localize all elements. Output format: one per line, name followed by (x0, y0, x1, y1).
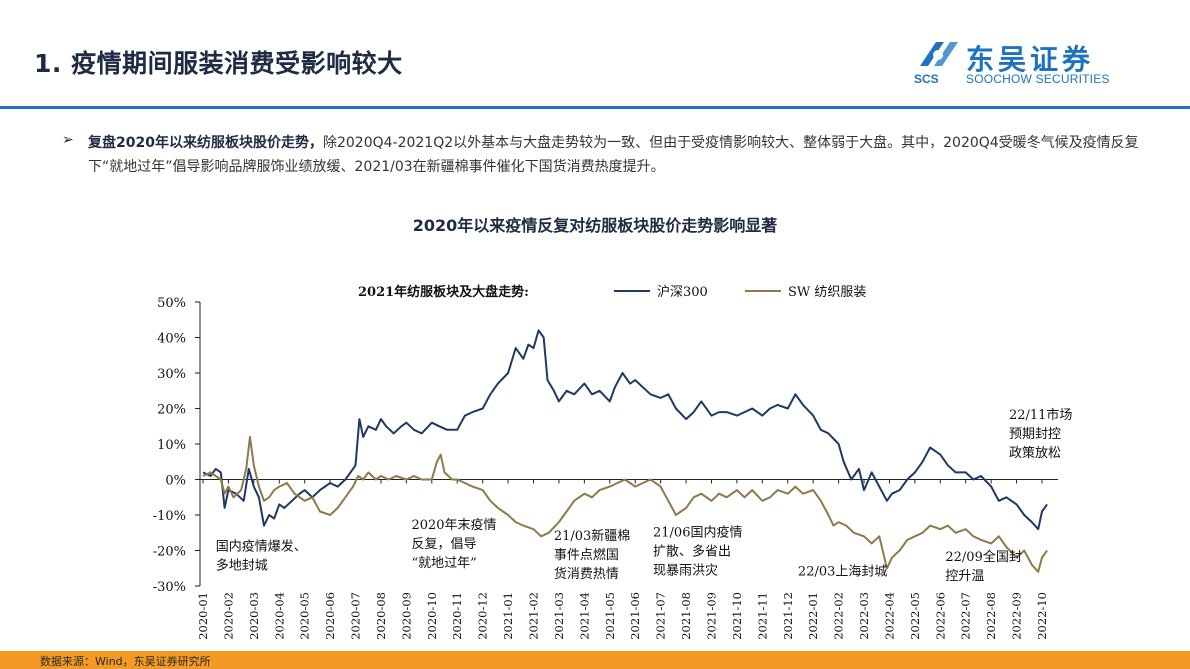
bullet-marker: ➢ (62, 131, 74, 147)
x-tick-label: 2020-09 (399, 592, 413, 640)
bullet-bold-lead: 复盘2020年以来纺服板块股价走势， (88, 135, 323, 151)
chart-annotation: 22/03上海封城 (798, 564, 887, 579)
chart-annotation: 22/09全国封 (945, 549, 1021, 565)
x-tick-label: 2021-07 (654, 592, 668, 640)
logo-english-name: SOOCHOW SECURITIES (966, 72, 1110, 86)
x-tick-label: 2021-05 (603, 592, 617, 640)
chart-annotation: 控升温 (945, 569, 984, 584)
x-tick-label: 2021-06 (628, 592, 642, 640)
header-divider (0, 106, 1190, 109)
x-tick-label: 2020-07 (349, 592, 363, 640)
x-tick-label: 2022-06 (933, 592, 947, 640)
x-tick-label: 2022-07 (959, 592, 973, 640)
x-tick-label: 2021-04 (577, 592, 591, 640)
chart-annotation: 扩散、多省出 (653, 543, 731, 559)
chart-annotation: 2020年末疫情 (411, 517, 496, 533)
chart-annotation: 货消费热情 (554, 566, 619, 582)
x-tick-label: 2020-10 (425, 592, 439, 640)
y-tick-label: 40% (157, 332, 186, 347)
bullet-paragraph: 复盘2020年以来纺服板块股价走势，除2020Q4-2021Q2以外基本与大盘走… (88, 131, 1148, 179)
x-tick-label: 2020-11 (450, 592, 464, 640)
chart-annotation: 多地封城 (216, 558, 268, 574)
footer-bar (0, 651, 1190, 669)
x-tick-label: 2020-02 (221, 592, 235, 640)
x-tick-label: 2021-11 (755, 592, 769, 640)
y-tick-label: 0% (165, 474, 186, 489)
x-tick-label: 2022-08 (984, 592, 998, 640)
x-tick-label: 2022-09 (1010, 592, 1024, 640)
y-tick-label: 10% (157, 438, 186, 453)
x-tick-label: 2022-03 (857, 592, 871, 640)
x-tick-label: 2022-10 (1035, 592, 1049, 640)
x-tick-label: 2020-03 (247, 592, 261, 640)
x-tick-label: 2021-02 (527, 592, 541, 640)
y-tick-label: 50% (157, 296, 186, 311)
chart-annotation: 政策放松 (1009, 445, 1061, 461)
y-tick-label: 30% (157, 367, 186, 382)
y-tick-label: -10% (153, 509, 186, 524)
bullet-body: 除2020Q4-2021Q2以外基本与大盘走势较为一致、但由于受疫情影响较大、整… (88, 135, 1139, 175)
chart-annotation: 反复，倡导 (411, 537, 476, 552)
y-tick-label: 20% (157, 403, 186, 418)
x-tick-label: 2022-02 (832, 592, 846, 640)
y-tick-label: -20% (153, 545, 186, 560)
chart-annotation: 国内疫情爆发、 (216, 539, 307, 555)
page-title: 1. 疫情期间服装消费受影响较大 (34, 49, 403, 78)
chart-annotation: 21/06国内疫情 (653, 524, 742, 540)
logo-mark-icon (920, 42, 958, 66)
x-tick-label: 2021-09 (704, 592, 718, 640)
x-tick-label: 2020-08 (374, 592, 388, 640)
series-line-hs300 (202, 329, 1048, 531)
x-tick-label: 2020-01 (196, 592, 210, 640)
y-tick-label: -30% (153, 580, 186, 595)
chart-annotation: 预期封控 (1009, 427, 1061, 442)
logo-chinese-name: 东吴证券 (966, 43, 1095, 76)
x-tick-label: 2022-05 (908, 592, 922, 640)
x-tick-label: 2021-10 (730, 592, 744, 640)
logo-abbreviation: SCS (914, 72, 939, 86)
x-tick-label: 2020-05 (298, 592, 312, 640)
legend-label-hs300: 沪深300 (657, 284, 708, 300)
company-logo: 东吴证券 SCS SOOCHOW SECURITIES (914, 38, 1124, 90)
chart-annotation: 21/03新疆棉 (554, 528, 630, 544)
chart-heading: 2020年以来疫情反复对纺服板块股价走势影响显著 (412, 216, 778, 235)
chart-annotation: 事件点燃国 (554, 547, 619, 563)
x-tick-label: 2021-01 (501, 592, 515, 640)
x-tick-label: 2020-04 (272, 592, 286, 640)
legend-label-sw: SW 纺织服装 (788, 285, 866, 300)
chart-title: 2021年纺服板块及大盘走势: (358, 284, 529, 300)
series-line-sw-textile (202, 435, 1048, 573)
chart-annotation: “就地过年” (411, 556, 476, 571)
x-tick-label: 2021-08 (679, 592, 693, 640)
x-tick-label: 2020-06 (323, 592, 337, 640)
chart-annotation: 现暴雨洪灾 (653, 562, 718, 578)
x-tick-label: 2022-01 (806, 592, 820, 640)
x-tick-label: 2022-04 (882, 592, 896, 640)
data-source-note: 数据来源：Wind，东吴证券研究所 (40, 655, 211, 668)
x-tick-label: 2021-03 (552, 592, 566, 640)
x-tick-label: 2020-12 (476, 592, 490, 640)
x-tick-label: 2021-12 (781, 592, 795, 640)
chart-annotation: 22/11市场 (1009, 407, 1072, 423)
